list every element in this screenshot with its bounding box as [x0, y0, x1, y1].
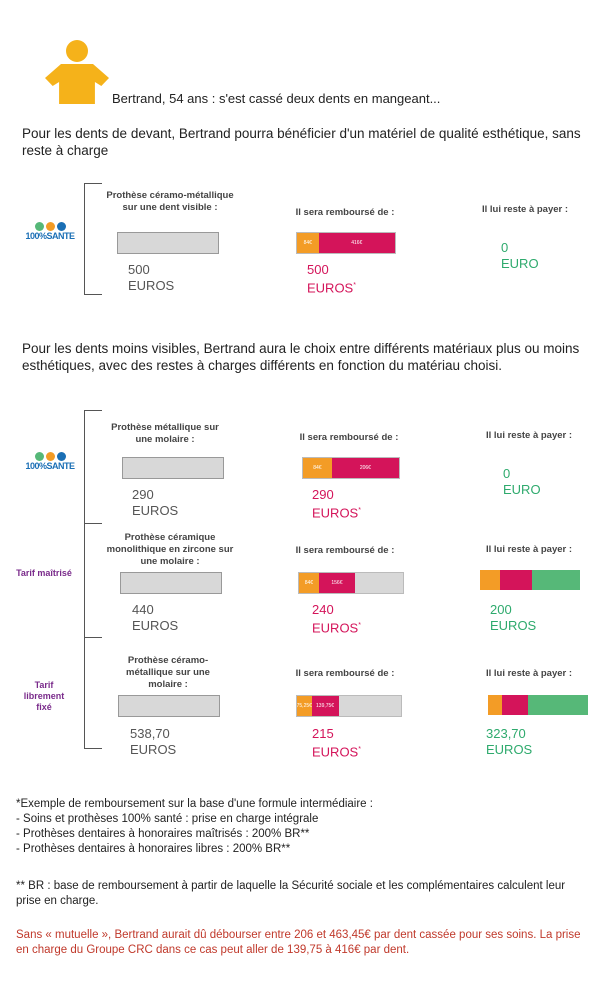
mutuelle-note: Sans « mutuelle », Bertrand aurait dû dé… — [16, 929, 581, 956]
section1-text: Pour les dents de devant, Bertrand pourr… — [22, 126, 581, 158]
person-icon — [45, 64, 109, 104]
reimb-bar-1: 84€ 416€ — [296, 232, 396, 254]
intro-text: Bertrand, 54 ans : s'est cassé deux dent… — [112, 91, 441, 106]
reimb-bar-4: 75,25€ 139,75€ — [296, 695, 402, 717]
br-note: ** BR : base de remboursement à partir d… — [16, 880, 566, 907]
reimb-bar-3: 84€ 156€ — [298, 572, 404, 594]
bracket-2 — [84, 410, 85, 748]
bracket-1 — [84, 183, 85, 295]
reimb-bar-2: 84€ 206€ — [302, 457, 400, 479]
footnote-block: *Exemple de remboursement sur la base d'… — [16, 798, 373, 855]
price-box — [117, 232, 219, 254]
tarif-libre: Tarif librement fixé — [23, 680, 65, 712]
person-icon-head — [66, 40, 88, 62]
tarif-maitrise: Tarif maîtrisé — [16, 568, 72, 578]
logo-100-sante: 100%SANTE — [22, 222, 78, 241]
row1-title: Prothèse céramo-métallique sur une dent … — [106, 190, 234, 213]
section2-text: Pour les dents moins visibles, Bertrand … — [22, 341, 580, 373]
reste-bar-3 — [480, 570, 580, 590]
reste-bar-4 — [488, 695, 588, 715]
logo-100-sante-2: 100%SANTE — [22, 452, 78, 471]
